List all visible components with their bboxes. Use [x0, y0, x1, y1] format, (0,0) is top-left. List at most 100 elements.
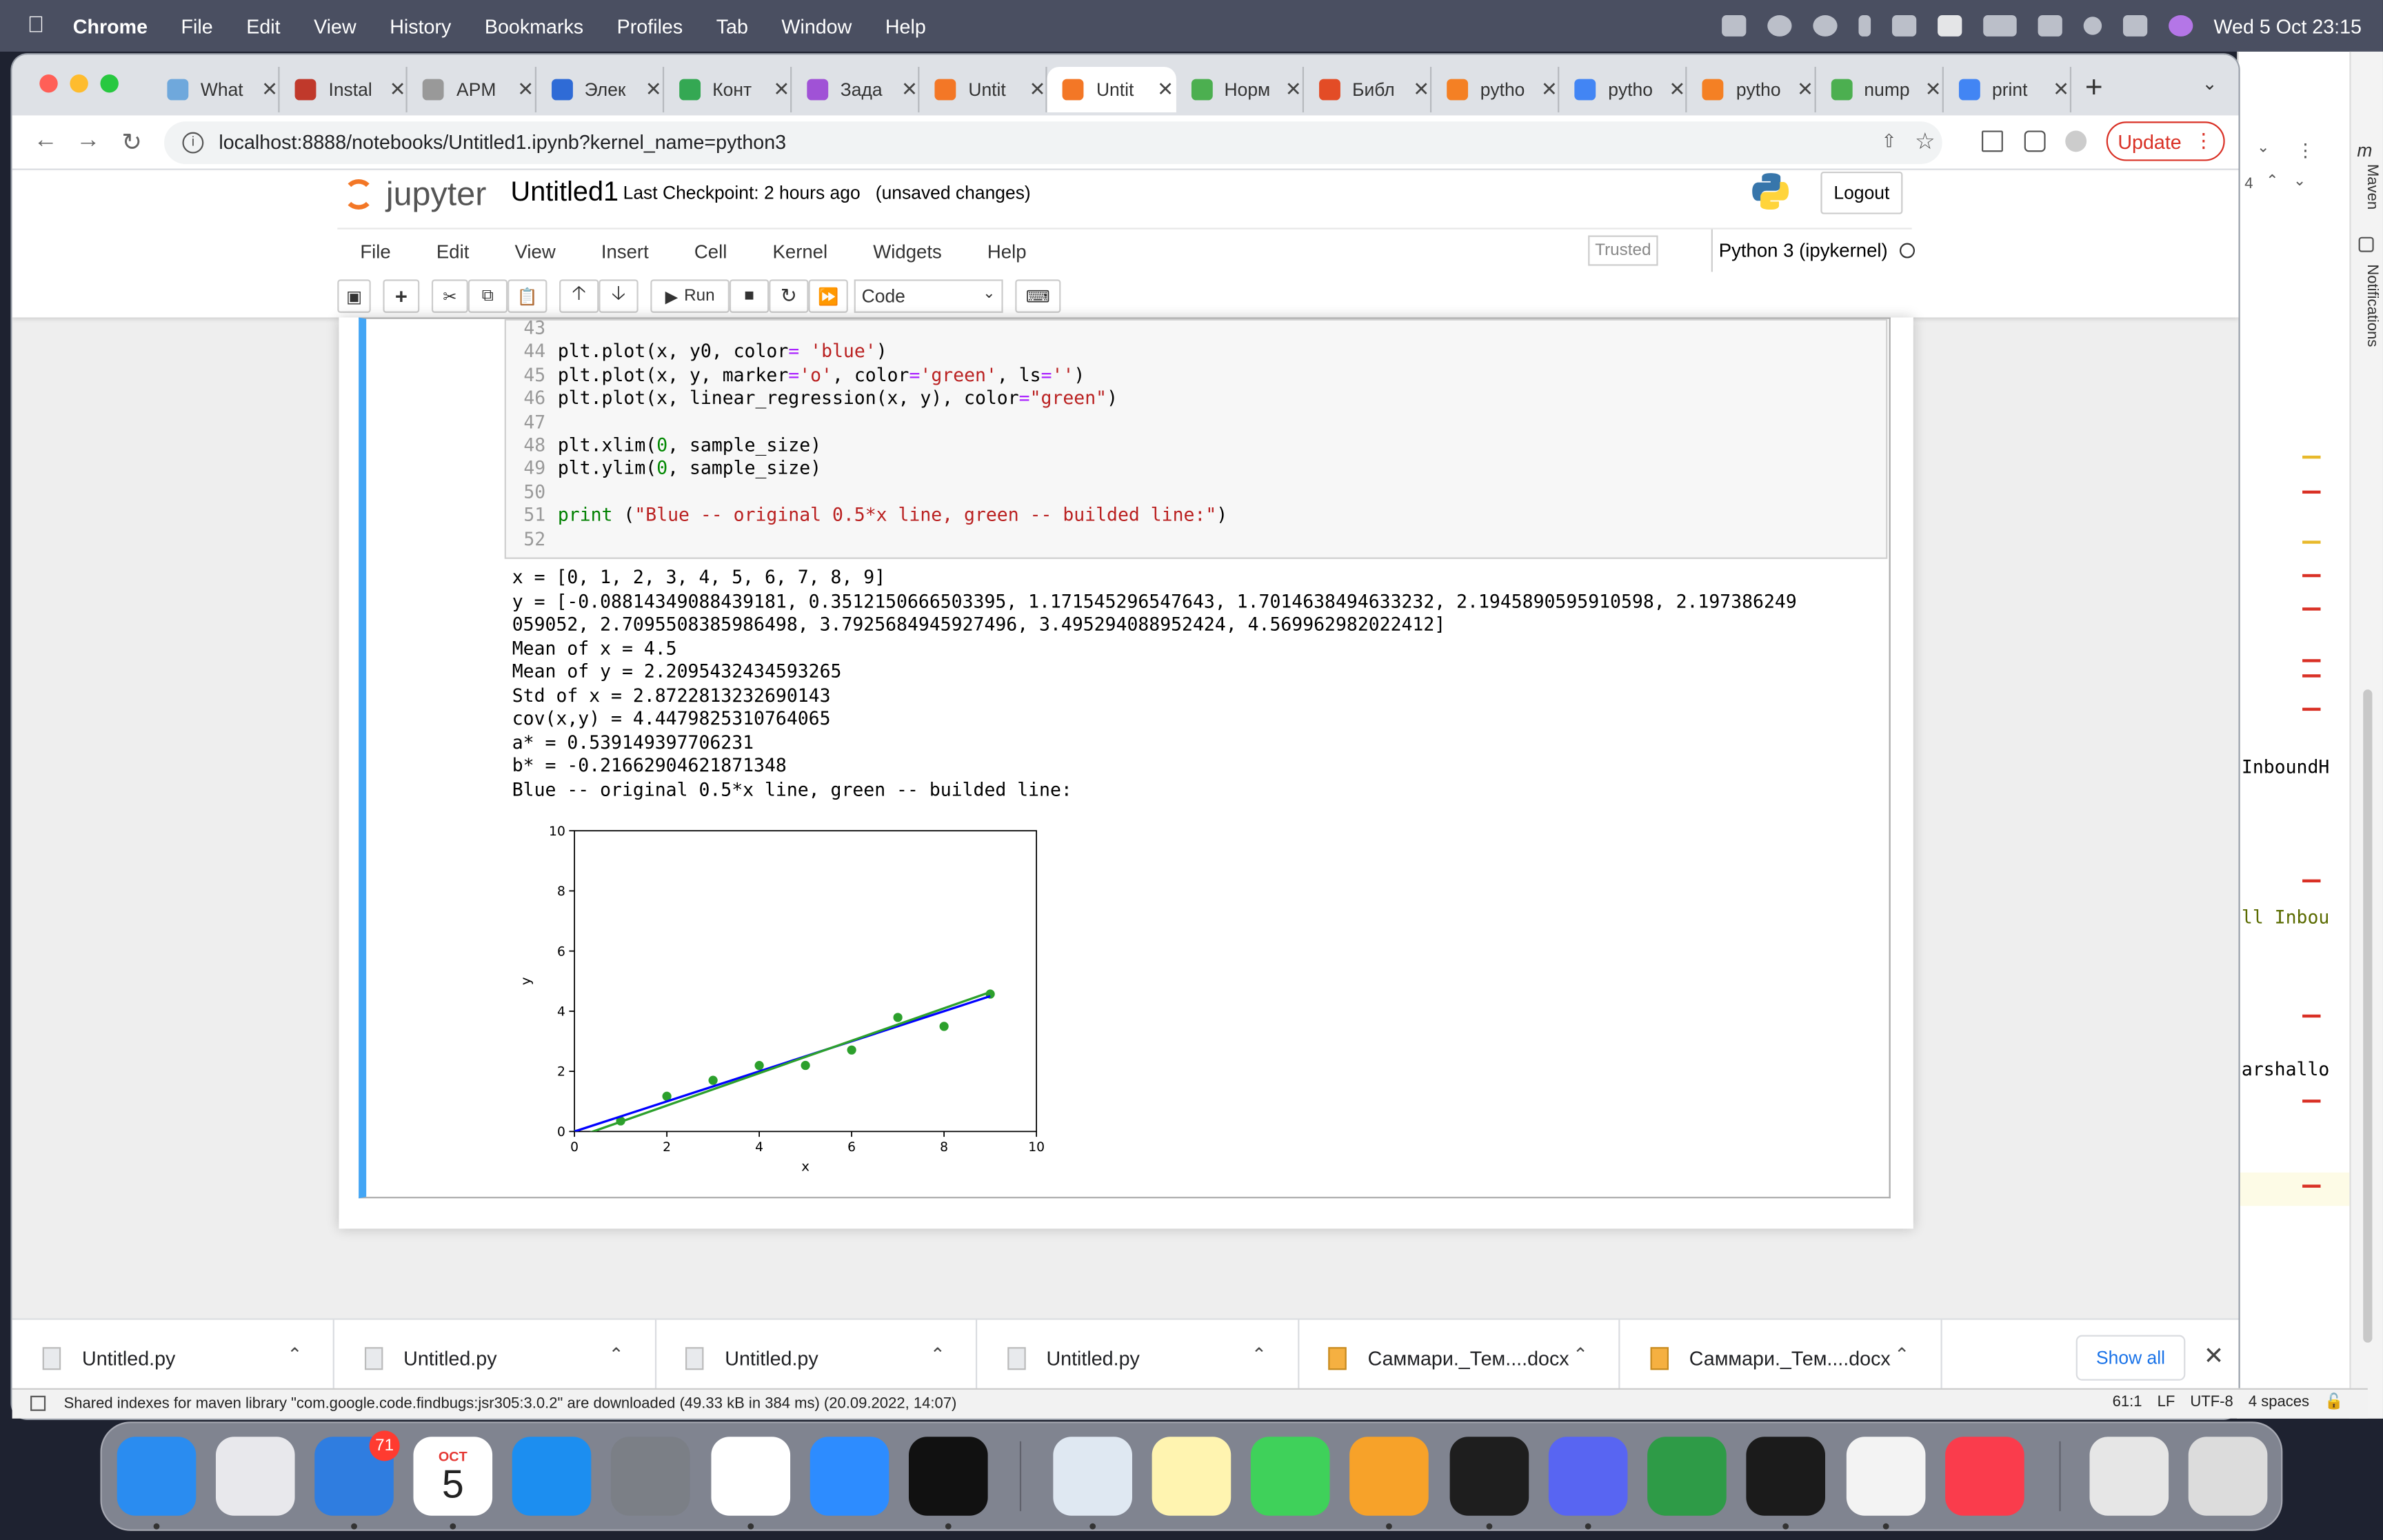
show-all-downloads-button[interactable]: Show all: [2075, 1335, 2186, 1381]
close-tab-icon[interactable]: ✕: [773, 77, 790, 101]
nb-menu-file[interactable]: File: [360, 241, 391, 263]
code-line[interactable]: 43: [506, 317, 558, 341]
launchpad-app-icon[interactable]: [215, 1437, 295, 1516]
close-window-button[interactable]: [39, 74, 58, 93]
car-icon[interactable]: [1891, 15, 1916, 37]
site-info-icon[interactable]: i: [182, 132, 204, 154]
line-separator[interactable]: LF: [2157, 1394, 2175, 1411]
download-item[interactable]: Untitled.py ⌃: [976, 1319, 1299, 1396]
ide-error-mark[interactable]: [2302, 1100, 2321, 1103]
menu-history[interactable]: History: [390, 14, 452, 37]
browser-tab[interactable]: Библ ✕: [1304, 66, 1432, 113]
pages-app-icon[interactable]: [1349, 1437, 1429, 1516]
close-shelf-icon[interactable]: ✕: [2203, 1344, 2224, 1370]
code-line[interactable]: 44 plt.plot(x, y0, color= 'blue'): [506, 341, 887, 364]
cut-icon[interactable]: ✂: [431, 279, 468, 313]
trash-app-icon[interactable]: [2188, 1437, 2268, 1516]
browser-tab[interactable]: pytho ✕: [1560, 66, 1688, 113]
ide-status-message[interactable]: Shared indexes for maven library "com.go…: [63, 1395, 957, 1412]
code-line[interactable]: 46 plt.plot(x, linear_regression(x, y), c…: [506, 387, 1118, 411]
messages-app-icon[interactable]: [1250, 1437, 1330, 1516]
omnibox[interactable]: i localhost:8888/notebooks/Untitled1.ipy…: [164, 121, 1942, 164]
move-down-icon[interactable]: 🡣: [599, 279, 639, 313]
download-item[interactable]: Untitled.py ⌃: [655, 1319, 978, 1396]
activity-monitor-app-icon[interactable]: [1449, 1437, 1529, 1516]
ide-error-mark[interactable]: [2302, 574, 2321, 578]
browser-tab[interactable]: Untit ✕: [920, 66, 1048, 113]
browser-tab[interactable]: print ✕: [1943, 66, 2072, 113]
system-preferences-app-icon[interactable]: [611, 1437, 690, 1516]
close-tab-icon[interactable]: ✕: [1413, 77, 1430, 101]
insert-cell-plus-icon[interactable]: +: [383, 279, 420, 313]
indent-setting[interactable]: 4 spaces: [2248, 1394, 2310, 1411]
back-arrow-icon[interactable]: ←: [33, 128, 58, 154]
restart-icon[interactable]: ↻: [769, 279, 809, 313]
close-tab-icon[interactable]: ✕: [1796, 77, 1814, 101]
notebook-title[interactable]: Untitled1: [510, 176, 619, 207]
download-item[interactable]: Саммари._Тем....docx ⌃: [1619, 1319, 1942, 1396]
browser-tab[interactable]: nump ✕: [1816, 66, 1944, 113]
share-icon[interactable]: ⇧: [1881, 130, 1897, 152]
reading-list-icon[interactable]: [1982, 130, 2003, 152]
apple-icon[interactable]: : [28, 14, 49, 37]
ide-error-mark[interactable]: [2302, 659, 2321, 662]
menu-help[interactable]: Help: [885, 14, 926, 37]
code-line[interactable]: 51 print ("Blue -- original 0.5*x line, g…: [506, 505, 1227, 528]
close-tab-icon[interactable]: ✕: [261, 77, 279, 101]
paste-icon[interactable]: 📋: [507, 279, 547, 313]
siri-icon[interactable]: [2168, 15, 2193, 37]
download-item[interactable]: Untitled.py ⌃: [334, 1319, 656, 1396]
ide-error-mark[interactable]: [2302, 1014, 2321, 1018]
calendar-app-icon[interactable]: OCT 5: [413, 1437, 493, 1516]
play-icon[interactable]: [1812, 15, 1837, 37]
tab-search-chevron-icon[interactable]: ⌄: [2202, 72, 2218, 94]
ide-warning-mark[interactable]: [2302, 455, 2321, 459]
menu-window[interactable]: Window: [781, 14, 852, 37]
menu-profiles[interactable]: Profiles: [616, 14, 683, 37]
close-tab-icon[interactable]: ✕: [1540, 77, 1558, 101]
video-icon[interactable]: [1721, 15, 1746, 37]
close-tab-icon[interactable]: ✕: [517, 77, 534, 101]
ide-error-mark[interactable]: [2302, 674, 2321, 678]
browser-tab[interactable]: pytho ✕: [1687, 66, 1816, 113]
menu-chrome[interactable]: Chrome: [72, 14, 148, 37]
nb-menu-kernel[interactable]: Kernel: [772, 241, 828, 263]
nb-menu-insert[interactable]: Insert: [601, 241, 649, 263]
notifications-tab[interactable]: Notifications: [2363, 264, 2380, 347]
menu-edit[interactable]: Edit: [246, 14, 281, 37]
menu-bookmarks[interactable]: Bookmarks: [484, 14, 584, 37]
finder-app-icon[interactable]: [117, 1437, 197, 1516]
browser-tab[interactable]: Конт ✕: [664, 66, 792, 113]
logout-button[interactable]: Logout: [1820, 171, 1903, 214]
layout-toggle-icon[interactable]: [30, 1395, 46, 1411]
ide-dropdown-chevron-icon[interactable]: ⌄: [2256, 139, 2270, 156]
sync-app-icon[interactable]: [1647, 1437, 1727, 1516]
menu-view[interactable]: View: [314, 14, 356, 37]
maximize-window-button[interactable]: [100, 74, 119, 93]
browser-tab[interactable]: pytho ✕: [1431, 66, 1560, 113]
browser-tab[interactable]: Зада ✕: [792, 66, 920, 113]
minimize-window-button[interactable]: [70, 74, 88, 93]
app-store-app-icon[interactable]: [512, 1437, 592, 1516]
chevron-up-icon[interactable]: ⌃: [608, 1344, 624, 1366]
file-encoding[interactable]: UTF-8: [2190, 1394, 2233, 1411]
menu-tab[interactable]: Tab: [716, 14, 748, 37]
ide-more-icon[interactable]: ⋮: [2296, 139, 2315, 161]
nb-menu-edit[interactable]: Edit: [436, 241, 470, 263]
nb-menu-cell[interactable]: Cell: [694, 241, 727, 263]
close-tab-icon[interactable]: ✕: [1157, 77, 1174, 101]
close-tab-icon[interactable]: ✕: [2053, 77, 2070, 101]
cell-type-select[interactable]: Code ⌄: [854, 279, 1003, 313]
chevron-up-icon[interactable]: ⌃: [1894, 1344, 1910, 1366]
browser-tab[interactable]: Норм ✕: [1176, 66, 1304, 113]
lock-icon[interactable]: 🔓: [2324, 1394, 2344, 1411]
keyboard-icon[interactable]: ⌨: [1015, 279, 1061, 313]
notes-app-icon[interactable]: [1152, 1437, 1231, 1516]
reload-icon[interactable]: ↻: [121, 130, 142, 156]
ide-error-mark[interactable]: [2302, 607, 2321, 611]
menu-file[interactable]: File: [181, 14, 213, 37]
ide-error-mark[interactable]: [2302, 1184, 2321, 1188]
ide-error-mark[interactable]: [2302, 490, 2321, 494]
code-editor[interactable]: 43 44 plt.plot(x, y0, color= 'blue') 45 plt.…: [504, 317, 1888, 559]
nb-menu-widgets[interactable]: Widgets: [873, 241, 942, 263]
